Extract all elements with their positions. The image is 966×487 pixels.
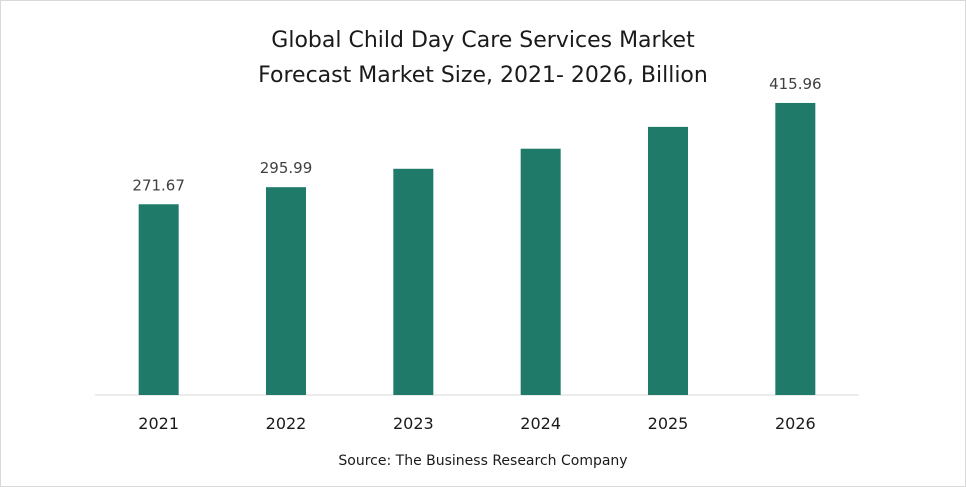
bar-2026 [775,102,816,395]
bar-2024 [520,148,561,395]
x-tick-label-2024: 2024 [520,414,561,433]
chart-title-line-2: Forecast Market Size, 2021- 2026, Billio… [258,63,708,88]
x-tick-label-2023: 2023 [393,414,434,433]
bar-2021 [138,204,179,395]
chart-source: Source: The Business Research Company [338,453,628,469]
x-tick-label-2021: 2021 [138,414,179,433]
x-tick-label-2025: 2025 [648,414,689,433]
x-tick-label-2026: 2026 [775,414,816,433]
data-label-2021: 271.67 [132,176,185,194]
data-label-2022: 295.99 [260,159,313,177]
bar-2022 [266,187,306,395]
chart-title-line-1: Global Child Day Care Services Market [271,28,695,53]
data-label-2026: 415.96 [769,75,822,93]
bar-2023 [393,168,434,395]
bar-2025 [648,126,688,395]
x-tick-label-2022: 2022 [266,414,307,433]
